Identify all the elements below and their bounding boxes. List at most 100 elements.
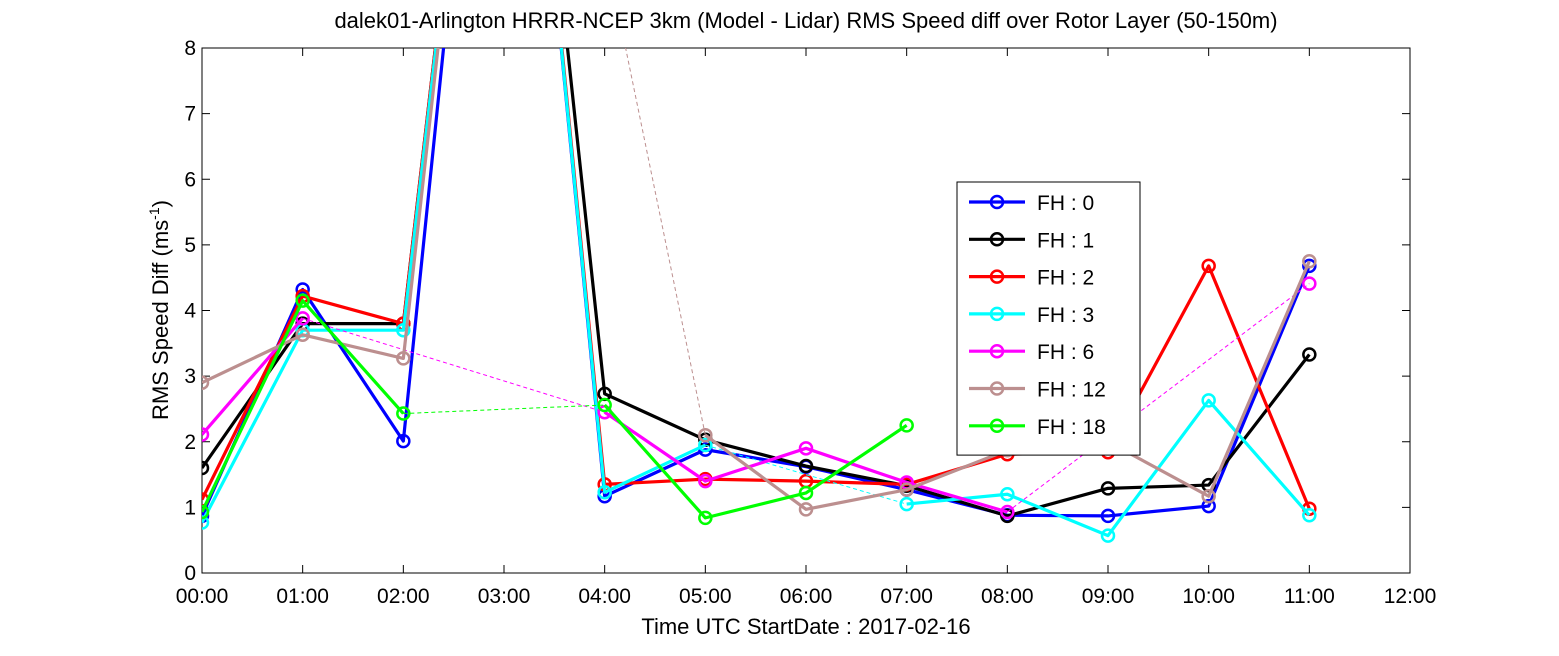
y-axis-label-main: RMS Speed Diff (ms [148, 220, 173, 420]
legend: FH : 0 FH : 1 FH : 2 FH : 3 FH : 6 FH : 12 FH … [956, 181, 1141, 456]
y-tick-label: 3 [184, 365, 196, 388]
data-point [1100, 528, 1116, 543]
legend-swatch-marker [989, 269, 1005, 284]
x-tick-label: 07:00 [880, 585, 933, 608]
data-point [1100, 508, 1116, 524]
data-point [295, 327, 310, 343]
data-point [899, 496, 914, 512]
gap-connector [302, 317, 605, 413]
data-point [597, 397, 612, 413]
series-fh-18 [202, 293, 914, 526]
data-point [698, 427, 713, 443]
data-point [1201, 258, 1216, 274]
x-axis: 00:00 01:00 02:00 03:00 04:00 05:00 06:00 07:00… [176, 48, 1437, 608]
series-line [202, 48, 707, 524]
x-tick-label: 10:00 [1182, 585, 1235, 608]
data-point [1302, 508, 1317, 523]
series-line [603, 403, 908, 520]
legend-swatch-marker [989, 306, 1005, 322]
data-point [295, 311, 310, 326]
legend-swatch-marker [989, 194, 1005, 210]
legend-label: FH : 18 [1037, 416, 1106, 439]
data-point [202, 515, 210, 530]
gap-connector [1007, 283, 1310, 513]
data-point [202, 504, 210, 520]
data-point [798, 485, 814, 501]
series-line [202, 48, 1311, 518]
y-tick-label: 0 [184, 562, 196, 585]
y-tick-label: 8 [184, 37, 196, 60]
data-point [899, 482, 914, 497]
legend-swatch-marker [989, 418, 1005, 434]
x-tick-label: 02:00 [377, 585, 430, 608]
legend-entry: FH : 3 [969, 304, 1094, 327]
x-tick-label: 11:00 [1284, 585, 1335, 608]
data-point [1201, 498, 1216, 514]
legend-swatch-marker [989, 343, 1005, 359]
legend-entry: FH : 2 [969, 267, 1094, 290]
legend-box [956, 181, 1141, 456]
legend-swatch-marker [989, 381, 1005, 396]
x-tick-label: 12:00 [1384, 585, 1437, 608]
legend-label: FH : 12 [1037, 379, 1106, 402]
gap-connector [403, 404, 605, 415]
legend-swatch-marker [989, 232, 1005, 247]
legend-label: FH : 0 [1037, 192, 1094, 215]
legend-entry: FH : 6 [969, 341, 1094, 364]
y-tick-label: 7 [184, 103, 196, 126]
y-tick-label: 1 [184, 496, 196, 519]
series-line [202, 299, 405, 513]
data-point [1000, 504, 1015, 520]
data-point [1302, 347, 1317, 362]
data-point [698, 437, 713, 453]
x-tick-label: 01:00 [276, 585, 329, 608]
data-point [1302, 254, 1317, 269]
data-point [1201, 488, 1216, 504]
legend-entry: FH : 0 [969, 192, 1094, 215]
x-tick-label: 03:00 [478, 585, 531, 608]
y-axis-label-suffix: ) [148, 200, 173, 207]
data-point [396, 433, 411, 449]
y-axis-label: RMS Speed Diff (ms-1) [146, 200, 173, 420]
data-point [1000, 487, 1015, 502]
data-point [202, 427, 210, 442]
data-point [698, 442, 713, 457]
x-axis-label: Time UTC StartDate : 2017-02-16 [641, 614, 970, 639]
data-point [202, 375, 210, 390]
data-point [798, 441, 814, 456]
data-point [698, 473, 713, 489]
data-point [1100, 481, 1116, 496]
x-tick-label: 06:00 [780, 585, 833, 608]
data-point [798, 458, 814, 474]
data-point [396, 406, 411, 421]
x-tick-label: 08:00 [981, 585, 1034, 608]
data-point [202, 460, 210, 476]
y-axis: 0 1 2 3 4 5 6 7 8 [184, 37, 1410, 585]
series-fh-3 [202, 48, 1317, 543]
legend-label: FH : 6 [1037, 341, 1094, 364]
y-axis-label-superscript: -1 [146, 207, 162, 220]
y-tick-label: 4 [184, 300, 196, 323]
series-line [202, 48, 440, 385]
x-tick-label: 04:00 [578, 585, 631, 608]
legend-entry: FH : 12 [969, 379, 1106, 402]
data-point [1302, 276, 1317, 291]
y-tick-label: 2 [184, 431, 196, 454]
data-point [1201, 393, 1216, 408]
data-point [698, 510, 713, 526]
data-point [396, 322, 411, 338]
series-line [603, 410, 1008, 514]
legend-label: FH : 1 [1037, 229, 1094, 252]
legend-label: FH : 2 [1037, 267, 1094, 290]
chart-title: dalek01-Arlington HRRR-NCEP 3km (Model -… [334, 8, 1277, 33]
data-point [396, 351, 411, 366]
legend-entry: FH : 1 [969, 229, 1094, 252]
x-tick-label: 09:00 [1082, 585, 1135, 608]
legend-entry: FH : 18 [969, 416, 1106, 439]
data-point [899, 418, 914, 433]
data-point [295, 293, 310, 308]
x-tick-label: 00:00 [176, 585, 229, 608]
y-tick-label: 6 [184, 168, 196, 191]
data-point [1302, 258, 1317, 274]
